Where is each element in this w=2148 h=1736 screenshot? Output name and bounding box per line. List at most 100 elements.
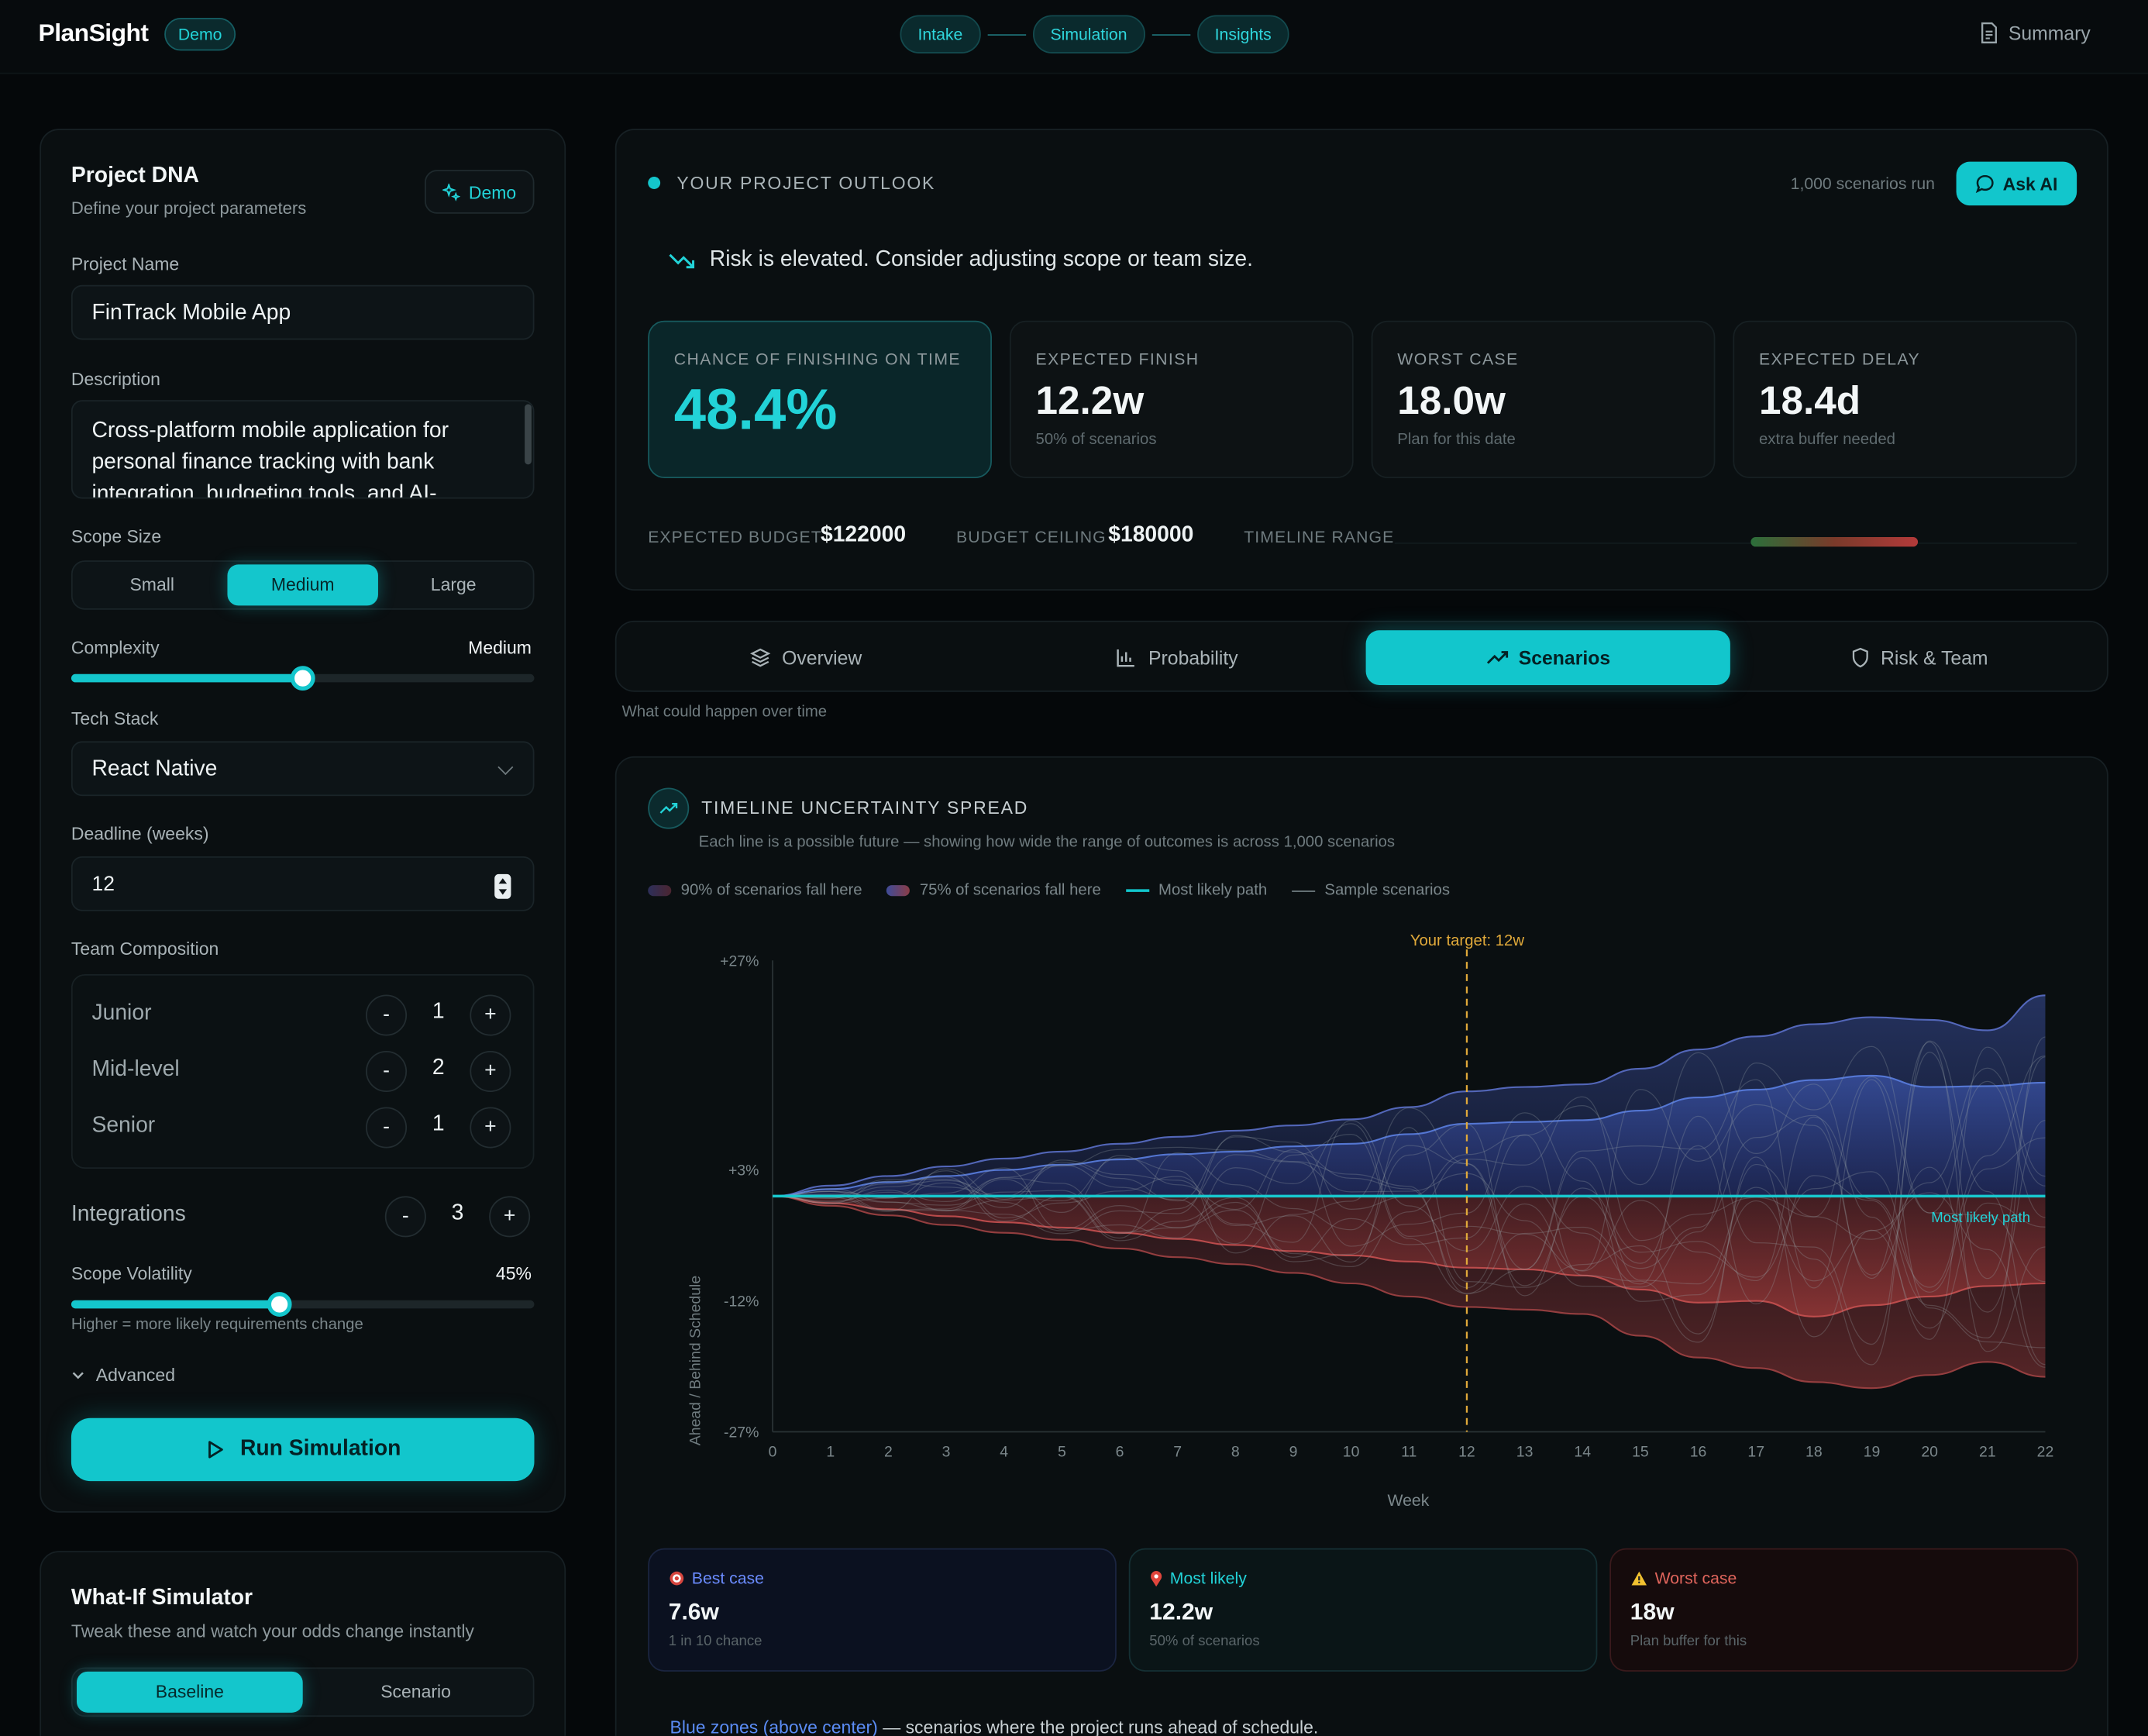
scope-size-label: Scope Size <box>71 525 162 547</box>
scenarios-run-count: 1,000 scenarios run <box>1790 174 1935 194</box>
step-connector <box>1151 33 1190 36</box>
tab-label: Scenarios <box>1518 646 1611 669</box>
chart-explanation: Blue zones (above center) — scenarios wh… <box>670 1717 1319 1736</box>
decrement-senior-button[interactable]: - <box>366 1107 408 1149</box>
step-insights[interactable]: Insights <box>1196 15 1289 53</box>
deadline-value: 12 <box>91 873 115 897</box>
complexity-slider-handle[interactable] <box>290 666 315 691</box>
scope-size-selector: Small Medium Large <box>71 560 535 610</box>
project-name-input[interactable]: FinTrack Mobile App <box>71 284 535 340</box>
chevron-down-icon <box>72 1371 84 1379</box>
summary-label: Summary <box>2008 22 2091 44</box>
x-tick-label: 22 <box>2037 1443 2054 1460</box>
increment-senior-button[interactable]: + <box>470 1107 511 1149</box>
panel-title: What-If Simulator <box>71 1586 253 1610</box>
increment-junior-button[interactable]: + <box>470 994 511 1036</box>
panel-subtitle: Define your project parameters <box>71 198 307 219</box>
scenario-option[interactable]: Scenario <box>380 1681 451 1702</box>
decrement-mid-level-button[interactable]: - <box>366 1050 408 1093</box>
tab-risk-team[interactable]: Risk & Team <box>1737 630 2102 685</box>
x-tick-label: 7 <box>1173 1443 1182 1460</box>
bar-chart-icon <box>1117 649 1135 667</box>
scope-volatility-hint: Higher = more likely requirements change <box>71 1316 363 1334</box>
x-tick-label: 17 <box>1747 1443 1764 1460</box>
decrement-junior-button[interactable]: - <box>366 994 408 1036</box>
complexity-value: Medium <box>468 637 532 658</box>
step-intake[interactable]: Intake <box>900 15 981 53</box>
tab-caption: What could happen over time <box>621 704 828 721</box>
sample-scenario-line <box>773 1052 2046 1345</box>
timeline-range-label: TIMELINE RANGE <box>1244 527 1395 547</box>
mid-level-count: 2 <box>432 1056 445 1080</box>
description-scrollbar[interactable] <box>525 404 532 465</box>
most-likely-subtext: 50% of scenarios <box>1149 1633 1260 1650</box>
legend-swatch <box>1291 890 1316 892</box>
sample-scenario-line <box>773 1046 2046 1340</box>
worst-case-value: 18w <box>1630 1599 1675 1625</box>
scope-option-large[interactable]: Large <box>430 574 477 595</box>
sample-scenario-line <box>773 1079 2046 1348</box>
scope-option-small[interactable]: Small <box>129 574 174 595</box>
legend-label: 90% of scenarios fall here <box>680 882 862 899</box>
scope-volatility-slider[interactable] <box>71 1292 535 1317</box>
app-logo[interactable]: PlanSight <box>38 19 150 47</box>
decrement-integrations-button[interactable]: - <box>384 1196 426 1238</box>
senior-count: 1 <box>432 1112 445 1136</box>
tab-overview[interactable]: Overview <box>623 630 987 685</box>
baseline-option[interactable]: Baseline <box>77 1671 303 1713</box>
y-axis-label: Ahead / Behind Schedule <box>687 1276 704 1445</box>
description-textarea[interactable]: Cross-platform mobile application for pe… <box>71 400 535 499</box>
warning-icon <box>1631 1571 1647 1586</box>
scope-volatility-label: Scope Volatility <box>71 1263 192 1284</box>
risk-message: Risk is elevated. Consider adjusting sco… <box>669 248 1253 273</box>
band-edge-line <box>773 1195 2046 1318</box>
legend-label: Most likely path <box>1158 882 1268 899</box>
ask-ai-button[interactable]: Ask AI <box>1956 161 2077 206</box>
x-tick-label: 5 <box>1058 1443 1066 1460</box>
scope-volatility-slider-fill <box>71 1300 280 1309</box>
advanced-toggle[interactable]: Advanced <box>71 1364 175 1386</box>
increment-integrations-button[interactable]: + <box>489 1196 531 1238</box>
sample-scenario-line <box>773 1089 2046 1313</box>
document-icon <box>1981 22 1998 43</box>
scope-option-medium[interactable]: Medium <box>227 564 378 606</box>
chart-legend: 90% of scenarios fall here 75% of scenar… <box>648 883 1475 899</box>
stat-subtext: extra buffer needed <box>1758 431 1895 449</box>
best-case-value: 7.6w <box>668 1599 719 1625</box>
tab-label: Probability <box>1148 646 1238 669</box>
team-row-senior: Senior - 1 + <box>91 1106 516 1150</box>
y-tick-label: -27% <box>724 1424 759 1442</box>
scope-volatility-slider-handle[interactable] <box>267 1292 292 1317</box>
team-row-mid-level: Mid-level - 2 + <box>91 1049 516 1094</box>
ask-ai-label: Ask AI <box>2002 173 2058 195</box>
sample-scenario-line <box>773 1067 2046 1335</box>
step-simulation[interactable]: Simulation <box>1032 15 1145 53</box>
tech-stack-select[interactable]: React Native <box>71 741 535 797</box>
complexity-slider[interactable] <box>71 666 535 691</box>
x-tick-label: 20 <box>1921 1443 1938 1460</box>
demo-badge: Demo <box>164 17 236 51</box>
number-spinner-icon[interactable] <box>494 873 511 899</box>
x-tick-label: 0 <box>769 1443 777 1460</box>
tab-scenarios[interactable]: Scenarios <box>1365 630 1730 685</box>
stat-label: EXPECTED DELAY <box>1758 349 1921 369</box>
x-tick-label: 2 <box>884 1443 893 1460</box>
panel-subtitle: Tweak these and watch your odds change i… <box>71 1621 474 1641</box>
legend-label: 75% of scenarios fall here <box>919 882 1101 899</box>
best-case-label: Best case <box>669 1569 764 1588</box>
on-time-chance-card: CHANCE OF FINISHING ON TIME 48.4% <box>648 320 992 478</box>
chart-header-icon <box>648 787 690 829</box>
team-role-label: Mid-level <box>91 1057 180 1081</box>
summary-button[interactable]: Summary <box>1980 22 2091 44</box>
increment-mid-level-button[interactable]: + <box>470 1050 511 1093</box>
tab-probability[interactable]: Probability <box>994 630 1358 685</box>
run-simulation-label: Run Simulation <box>239 1437 401 1461</box>
x-tick-label: 14 <box>1574 1443 1591 1460</box>
run-simulation-button[interactable]: Run Simulation <box>71 1417 535 1482</box>
sample-scenario-line <box>773 1040 2046 1366</box>
load-demo-button[interactable]: Demo <box>425 170 535 214</box>
deadline-input[interactable]: 12 <box>71 856 535 911</box>
advanced-label: Advanced <box>95 1364 175 1386</box>
status-dot <box>648 177 661 189</box>
x-tick-label: 6 <box>1116 1443 1124 1460</box>
